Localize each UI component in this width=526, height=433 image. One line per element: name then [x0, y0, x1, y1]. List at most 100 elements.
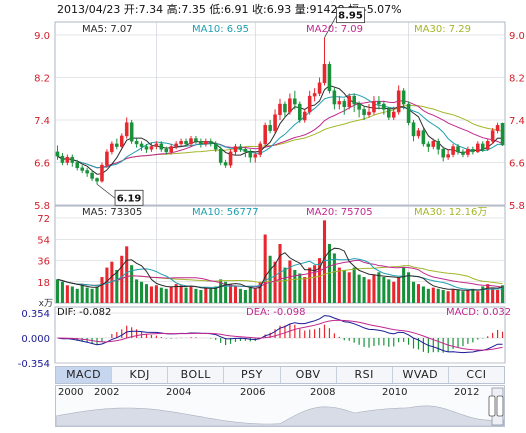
candlestick: [154, 141, 159, 150]
price-left-tick: 7.4: [34, 116, 50, 127]
candle-body: [115, 143, 119, 147]
candle-body: [238, 146, 243, 150]
candle-body: [347, 95, 352, 107]
volume-bar: [392, 281, 396, 303]
candlestick: [471, 146, 475, 155]
candle-body: [307, 95, 312, 113]
volume-bar: [382, 277, 386, 303]
timeline-year-2000: 2000: [58, 387, 84, 398]
candlestick: [100, 162, 104, 183]
volume-bar: [367, 279, 371, 303]
candle-body: [382, 103, 386, 110]
candlestick: [263, 122, 267, 147]
volume-legend-item: MA20: 75705: [306, 207, 373, 218]
volume-bar: [243, 290, 247, 303]
candle-body: [268, 125, 272, 131]
candle-body: [154, 143, 159, 147]
candle-body: [80, 167, 84, 171]
candlestick: [485, 138, 490, 151]
volume-bar: [85, 287, 89, 303]
candlestick: [495, 122, 500, 134]
candle-body: [223, 162, 228, 166]
volume-bar: [90, 288, 94, 303]
candlestick: [362, 106, 366, 120]
volume-tick: 54: [37, 235, 50, 246]
tab-boll[interactable]: BOLL: [168, 367, 225, 383]
volume-bar: [500, 285, 505, 303]
macd-tick: 0.354: [21, 309, 50, 320]
candlestick: [273, 109, 277, 134]
candle-body: [362, 109, 366, 115]
candlestick: [500, 122, 505, 147]
annotation-leader: [324, 15, 337, 38]
volume-bar: [55, 279, 60, 303]
volume-bar: [140, 281, 144, 303]
candlestick: [228, 149, 233, 168]
price-right-tick: 7.4: [509, 116, 525, 127]
price-panel: 9.09.08.28.27.47.46.66.65.85.82013/02201…: [34, 7, 525, 219]
volume-bar: [481, 286, 485, 303]
tab-psy[interactable]: PSY: [224, 367, 281, 383]
candlestick: [441, 146, 445, 162]
header-volume-label: 量:: [295, 3, 310, 16]
candle-body: [70, 156, 75, 163]
candle-body: [411, 122, 416, 137]
candle-body: [332, 90, 337, 105]
candlestick: [466, 146, 470, 158]
candlestick: [90, 170, 94, 182]
candlestick: [297, 101, 302, 123]
volume-bar: [451, 288, 455, 303]
timeline-left-handle[interactable]: [488, 395, 496, 417]
volume-bar: [95, 286, 99, 303]
candle-body: [421, 130, 426, 145]
volume-bar: [327, 243, 331, 303]
volume-bar: [318, 258, 322, 303]
candle-body: [293, 98, 297, 105]
candlestick: [233, 143, 238, 155]
candlestick: [134, 138, 139, 148]
volume-bar: [130, 265, 134, 303]
candle-body: [337, 101, 342, 105]
timeline-navigator[interactable]: 2000 2002 2004 2006 2008 2010 2012: [55, 385, 505, 427]
tab-macd[interactable]: MACD: [56, 367, 113, 383]
candle-body: [471, 148, 475, 153]
volume-ma20-line: [57, 259, 503, 288]
candle-body: [164, 148, 169, 153]
candlestick: [174, 141, 178, 150]
volume-bar: [209, 288, 213, 303]
volume-bar: [288, 260, 292, 303]
candle-body: [124, 122, 129, 137]
candle-body: [110, 143, 114, 153]
tab-obv[interactable]: OBV: [281, 367, 337, 383]
volume-bar: [184, 287, 188, 303]
candlestick: [208, 138, 213, 147]
candle-body: [461, 151, 465, 155]
candle-body: [317, 82, 322, 94]
timeline-year-2010: 2010: [382, 387, 408, 398]
candle-body: [283, 103, 287, 113]
volume-bar: [397, 277, 401, 303]
candle-body: [327, 63, 332, 92]
candle-body: [352, 95, 356, 105]
candlestick: [129, 120, 134, 144]
tab-kdj[interactable]: KDJ: [112, 367, 169, 383]
tab-rsi[interactable]: RSI: [337, 367, 393, 383]
tab-cci[interactable]: CCI: [466, 368, 487, 381]
candle-body: [322, 63, 327, 84]
volume-bar: [293, 269, 297, 303]
volume-bar: [110, 261, 114, 303]
price-legend-item: MA5: 7.07: [82, 24, 133, 35]
tab-wvad[interactable]: WVAD: [393, 367, 449, 383]
candlestick: [352, 93, 356, 113]
timeline-area-chart: [56, 387, 504, 426]
volume-bar: [70, 286, 74, 303]
candlestick: [421, 127, 426, 147]
candle-body: [500, 122, 505, 146]
candle-body: [495, 125, 500, 131]
candle-body: [253, 154, 258, 158]
candlestick: [391, 106, 396, 120]
timeline-right-handle[interactable]: [496, 395, 504, 417]
annotation-leader: [96, 184, 116, 199]
candlestick: [139, 141, 144, 151]
volume-bar: [342, 269, 346, 303]
